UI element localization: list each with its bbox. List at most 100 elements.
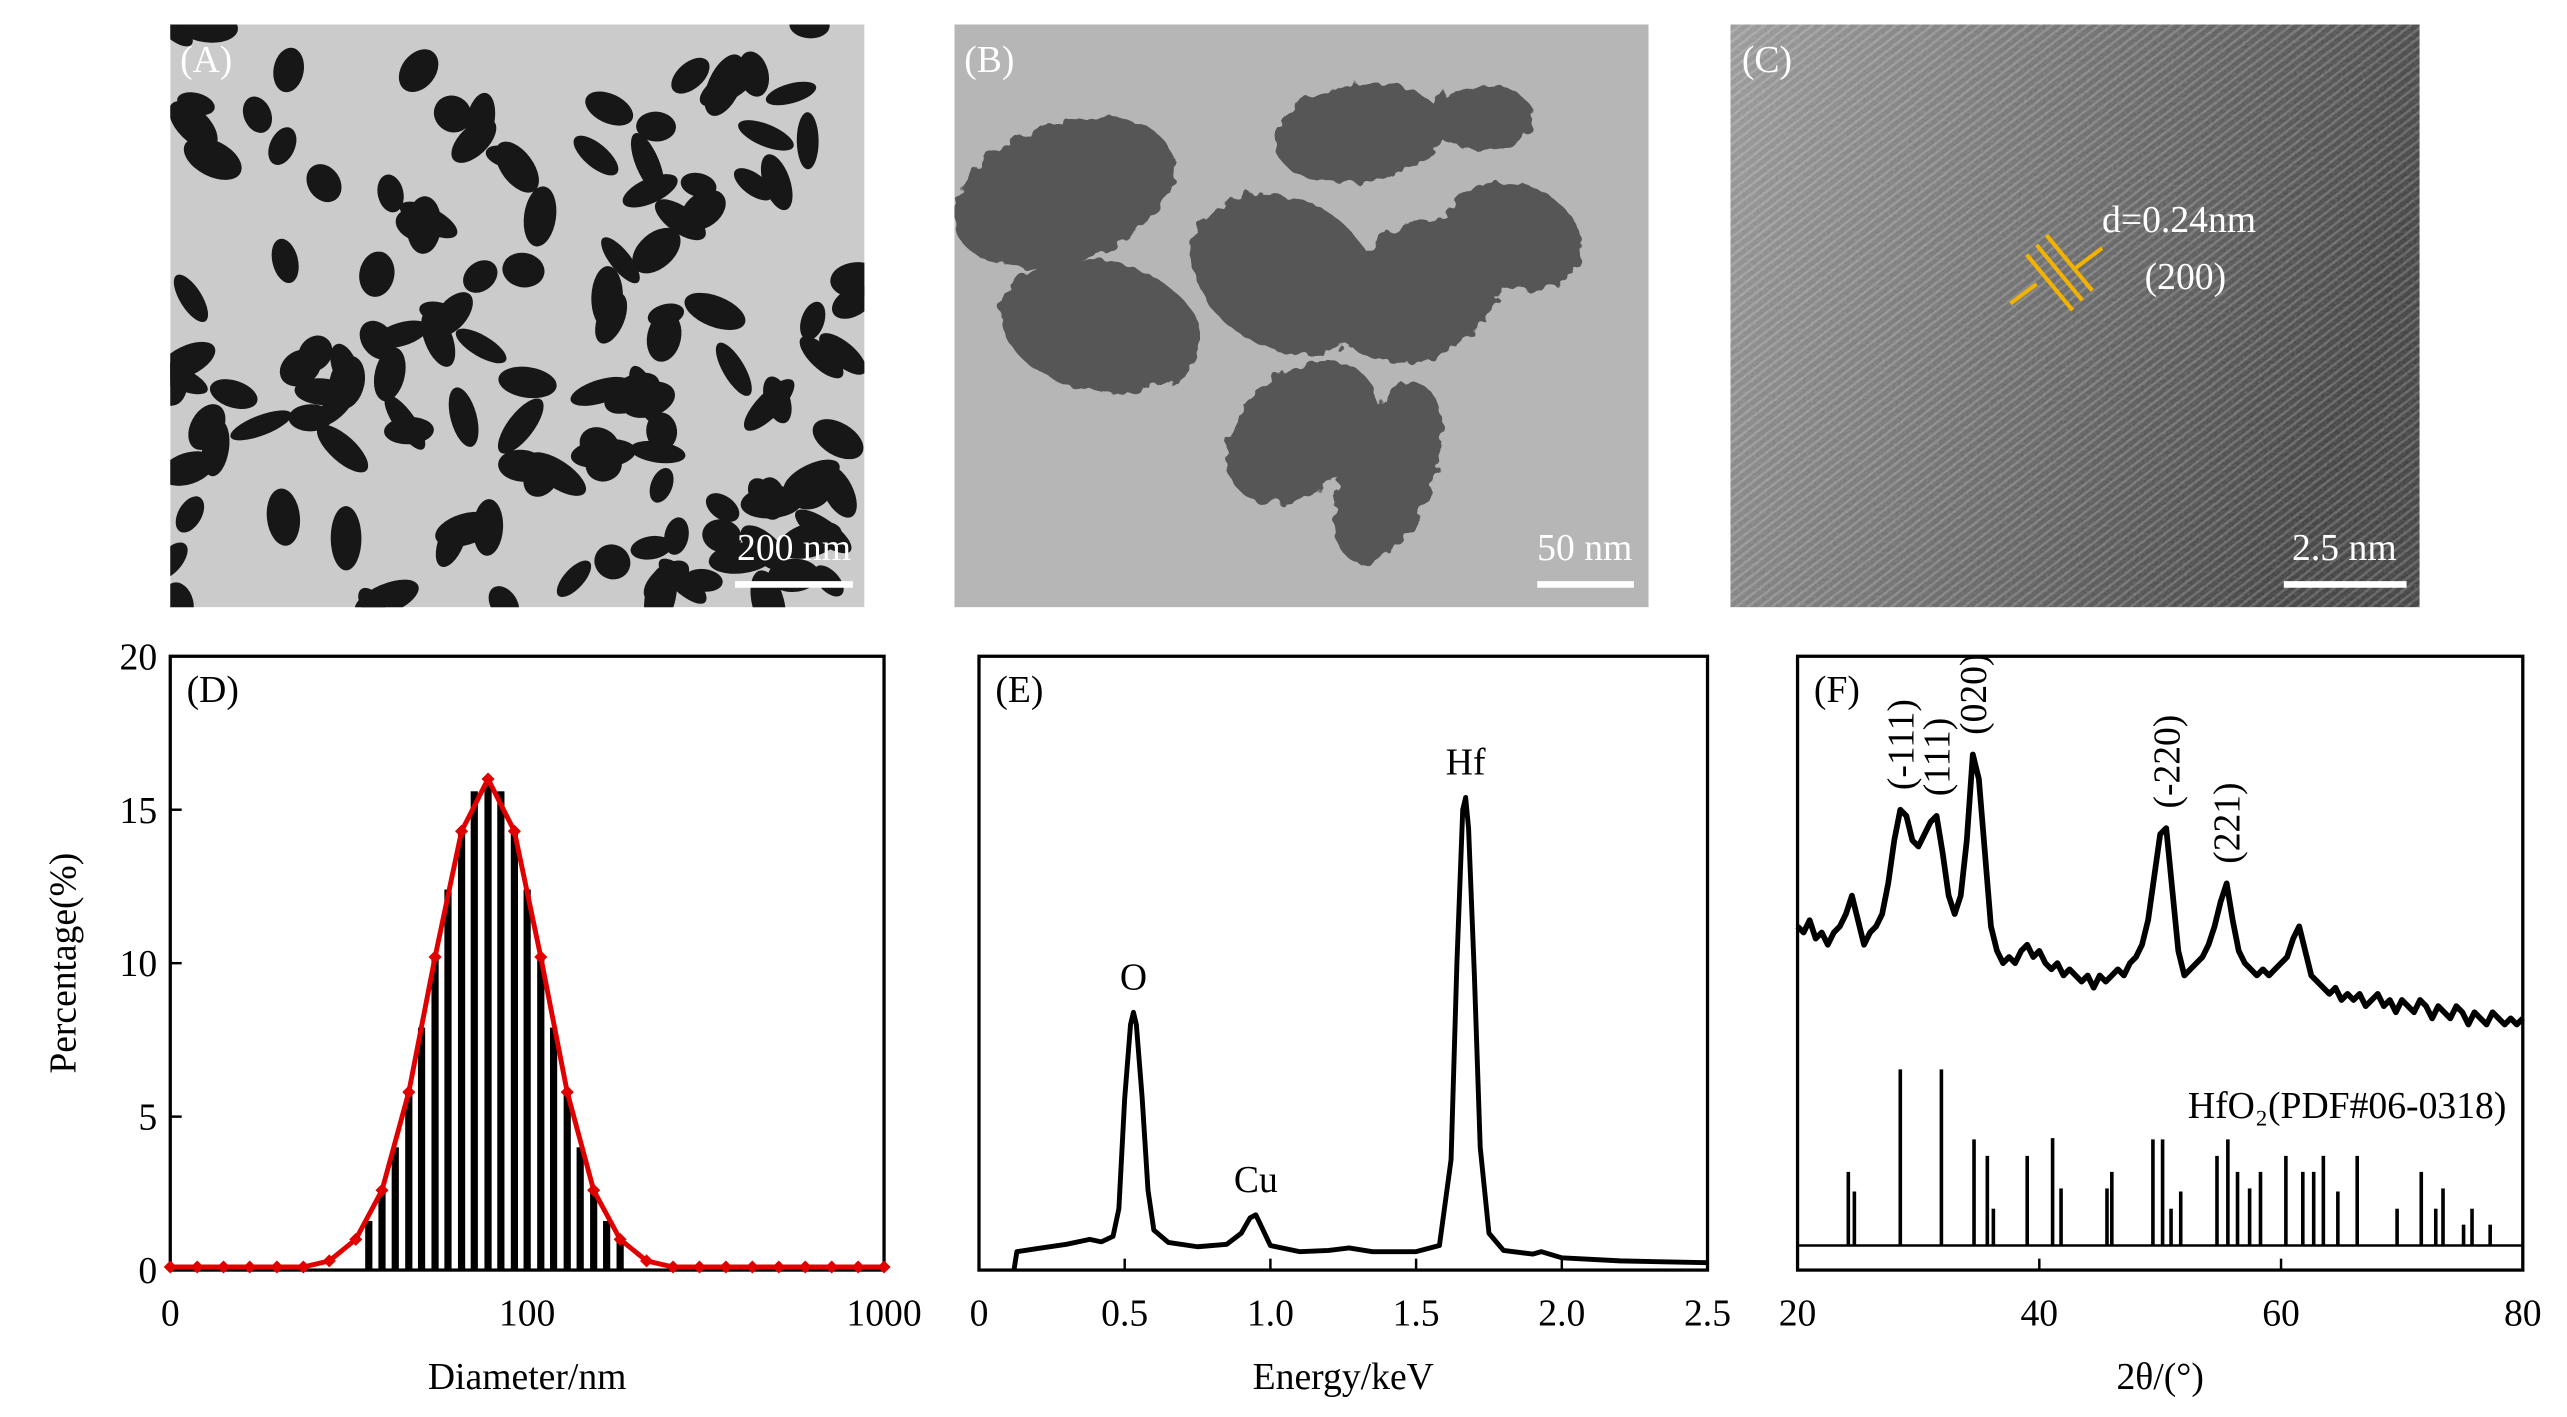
bar (431, 957, 439, 1271)
particle (330, 506, 362, 571)
particle (738, 51, 770, 97)
particle (435, 511, 496, 547)
y-tick-label: 0 (138, 1250, 157, 1292)
particle (488, 586, 520, 608)
y-tick-label: 5 (138, 1097, 157, 1139)
particle (279, 349, 322, 387)
particle (170, 451, 215, 486)
particle (795, 509, 852, 554)
particle (649, 467, 674, 503)
curve-marker (216, 1260, 231, 1274)
panel-label: (A) (180, 39, 232, 81)
fit-curve (170, 776, 885, 1270)
x-tick-label: 2.0 (1538, 1293, 1585, 1335)
particle (819, 464, 857, 518)
bar (378, 1190, 386, 1271)
particle (601, 237, 640, 284)
particle (170, 582, 194, 608)
particle (398, 49, 439, 93)
lattice-marker (2009, 233, 2104, 312)
particle (183, 137, 242, 180)
spectrum-line (1011, 794, 1708, 1271)
panel-label: (F) (1814, 669, 1860, 711)
x-tick-label: 1.0 (1247, 1293, 1294, 1335)
curve-marker (666, 1260, 680, 1274)
peak-label: (-220) (2146, 715, 2188, 809)
x-axis-label: Diameter/nm (428, 1356, 627, 1398)
bar (457, 831, 466, 1271)
peak-label: (020) (1953, 654, 1995, 735)
reference-name: HfO₂(PDF#06-0318) (2188, 1085, 2506, 1127)
particle (595, 292, 628, 344)
micrograph-b (954, 24, 1649, 608)
particle (681, 189, 726, 231)
x-tick-label: 20 (1779, 1293, 1817, 1335)
particle (740, 525, 789, 571)
particle (684, 292, 746, 331)
particle (671, 57, 710, 94)
particle (796, 112, 819, 170)
particle (495, 141, 539, 193)
plot-frame (1795, 654, 2525, 1272)
particle (175, 496, 205, 533)
particle (800, 301, 826, 341)
peak-label: Cu (1234, 1159, 1278, 1201)
curve-marker (587, 1183, 601, 1197)
particle (618, 375, 660, 410)
y-axis-label: Percentage(%) (42, 853, 84, 1074)
x-tick-label: 1.5 (1393, 1293, 1440, 1335)
particle (556, 560, 592, 598)
curve-marker (772, 1260, 786, 1274)
x-tick-label: 40 (2020, 1293, 2058, 1335)
particle (373, 347, 406, 402)
particle (646, 412, 678, 451)
particle (630, 440, 686, 464)
y-tick-label: 10 (120, 943, 158, 985)
bar (484, 779, 492, 1271)
particle (812, 419, 864, 460)
peak-label: Hf (1446, 742, 1486, 784)
particle (377, 174, 404, 213)
bar (603, 1220, 611, 1271)
curve-marker (481, 772, 495, 786)
bar (497, 791, 505, 1271)
particle (421, 309, 456, 367)
particle (266, 488, 301, 546)
curve-marker (534, 950, 548, 964)
curve-marker (560, 1085, 574, 1099)
particle (242, 96, 273, 133)
peak-label: (-111) (1880, 699, 1922, 790)
bar (391, 1147, 399, 1271)
particle (799, 336, 844, 379)
x-tick-label: 0 (970, 1293, 989, 1335)
particle (463, 260, 498, 293)
panel-label: (B) (964, 39, 1014, 81)
particle (636, 111, 676, 142)
y-tick-label: 15 (120, 790, 158, 832)
particle (594, 544, 631, 580)
curve-marker (428, 950, 442, 964)
particle (395, 209, 437, 242)
particle (170, 24, 193, 47)
curve-marker (798, 1260, 812, 1274)
bar (510, 831, 518, 1271)
particle (170, 341, 216, 381)
particle (498, 366, 557, 399)
curve-marker (270, 1260, 284, 1274)
y-tick-label: 20 (120, 636, 158, 678)
curve-marker (613, 1232, 627, 1246)
particle (354, 579, 419, 608)
x-tick-label: 60 (2262, 1293, 2300, 1335)
x-tick-label: 1000 (846, 1293, 921, 1335)
x-tick-label: 80 (2504, 1293, 2542, 1335)
bar (549, 1027, 558, 1271)
particle (765, 81, 817, 106)
particles (954, 83, 1582, 564)
scale-bar-label: 50 nm (1537, 527, 1632, 569)
particle (585, 91, 634, 126)
curve-marker (640, 1254, 654, 1268)
particle (451, 118, 497, 163)
bar (523, 889, 531, 1271)
